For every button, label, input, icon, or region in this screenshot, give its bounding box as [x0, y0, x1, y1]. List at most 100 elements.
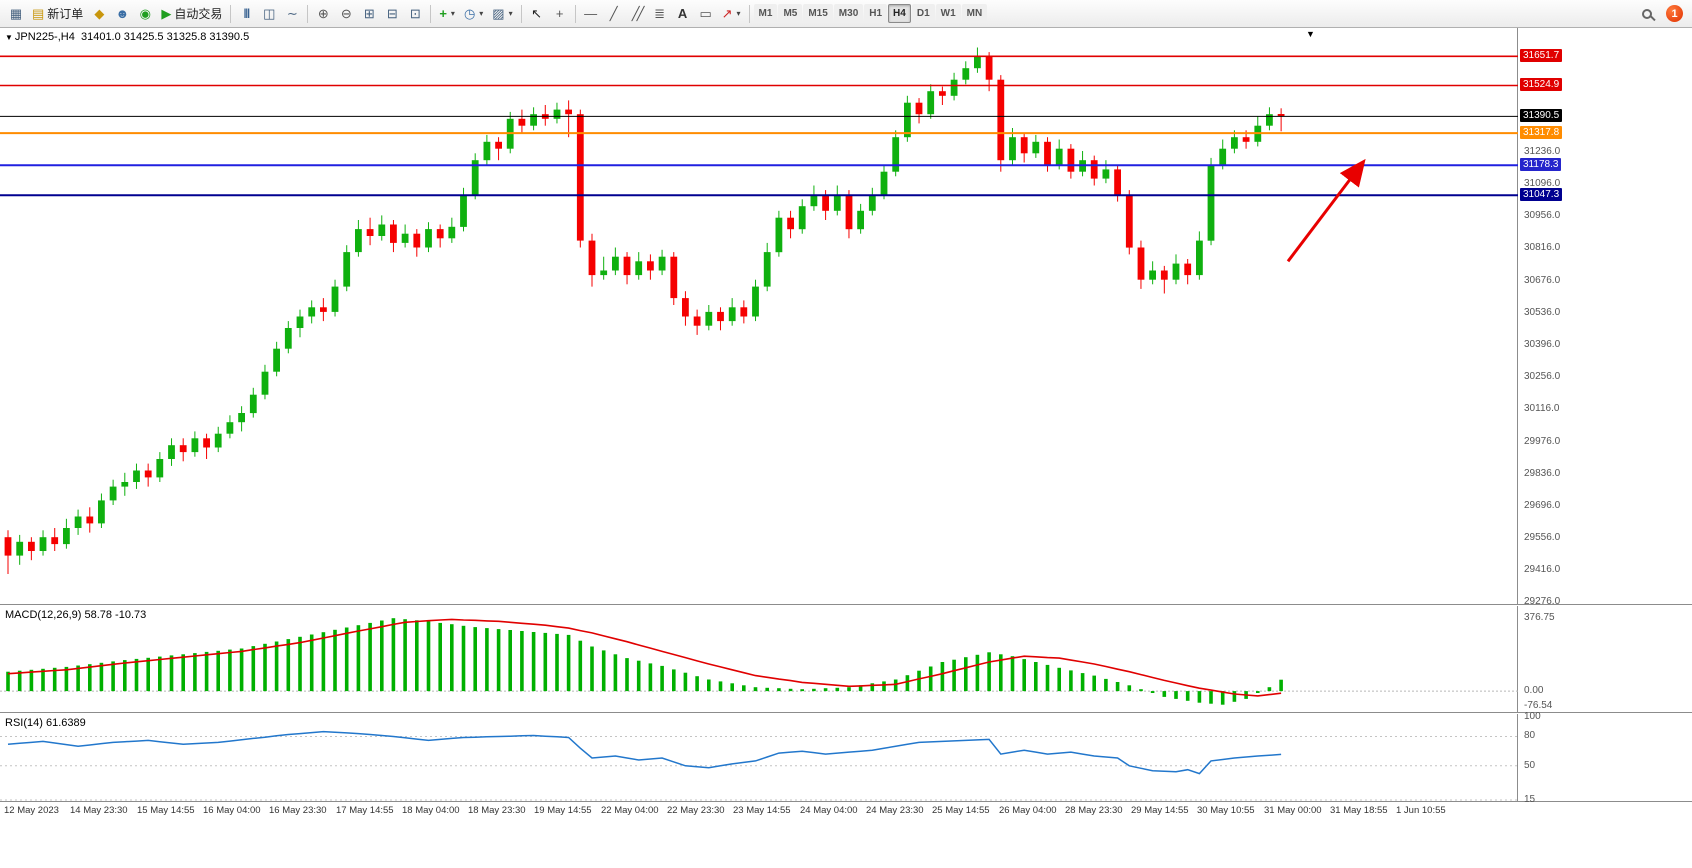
timeframe-h4-button[interactable]: H4 — [888, 4, 911, 23]
timeframe-m1-button[interactable]: M1 — [753, 4, 778, 23]
timeframe-m15-button[interactable]: M15 — [803, 4, 833, 23]
time-axis-label: 22 May 04:00 — [601, 805, 659, 816]
toolbar-separator — [430, 4, 432, 23]
chevron-down-icon: ▾ — [479, 9, 484, 18]
arrange-button[interactable]: ⊟ — [381, 3, 403, 25]
macd-tick-label: 0.00 — [1524, 685, 1544, 696]
bar-chart-button[interactable]: ||| — [235, 3, 257, 25]
timeframe-m5-button[interactable]: M5 — [778, 4, 803, 23]
search-button[interactable] — [1636, 3, 1658, 25]
periods-button[interactable]: ◷ ▾ — [460, 3, 487, 25]
new-chart-icon: ▦ — [9, 6, 23, 21]
chart-menu-icon[interactable]: ▼ — [5, 33, 13, 42]
quotes-button[interactable]: ◆ — [88, 3, 110, 25]
chart-shift-marker[interactable]: ▼ — [1306, 29, 1315, 39]
price-tick-label: 29976.0 — [1524, 436, 1561, 447]
templates-icon: ▨ — [492, 6, 505, 21]
market-watch-icon: ◉ — [139, 6, 151, 21]
rsi-panel: RSI(14) 61.6389 100 80 50 15 — [0, 711, 1692, 805]
candlestick-chart-button[interactable]: ◫ — [258, 3, 280, 25]
cursor-button[interactable]: ↖ — [526, 3, 548, 25]
timeframe-w1-button[interactable]: W1 — [935, 4, 961, 23]
zoom-in-icon: ⊕ — [317, 6, 329, 21]
templates-button[interactable]: ▨ ▾ — [488, 3, 516, 25]
text-label-button[interactable]: ▭ — [695, 3, 717, 25]
time-axis-label: 28 May 23:30 — [1065, 805, 1123, 816]
tile-windows-button[interactable]: ⊞ — [358, 3, 380, 25]
macd-plot[interactable]: MACD(12,26,9) 58.78 -10.73 — [0, 606, 1518, 712]
channel-button[interactable]: ╱╱ — [626, 3, 648, 25]
price-tick-label: 30816.0 — [1524, 242, 1561, 253]
text-button[interactable]: A — [672, 3, 694, 25]
new-order-button[interactable]: ▤ 新订单 — [28, 3, 87, 25]
price-tick-label: 29836.0 — [1524, 468, 1561, 479]
notification-badge[interactable]: 1 — [1666, 5, 1683, 22]
line-chart-button[interactable]: ∼ — [281, 3, 303, 25]
market-watch-button[interactable]: ◉ — [134, 3, 156, 25]
candlestick-chart[interactable] — [0, 28, 1518, 605]
toolbar-separator — [520, 4, 522, 23]
zoom-out-button[interactable]: ⊖ — [335, 3, 357, 25]
arrows-tool-button[interactable]: ↗ ▾ — [718, 3, 745, 25]
rsi-plot[interactable]: RSI(14) 61.6389 — [0, 714, 1518, 801]
zoom-out-icon: ⊖ — [340, 6, 352, 21]
price-level-badge: 31524.9 — [1520, 78, 1563, 91]
symbol-ohlc-label: ▼ JPN225-,H4 31401.0 31425.5 31325.8 3139… — [5, 31, 249, 43]
horizontal-line-button[interactable]: — — [580, 3, 602, 25]
cursor-icon: ↖ — [531, 6, 543, 21]
price-tick-label: 31236.0 — [1524, 146, 1561, 157]
new-order-icon: ▤ — [32, 6, 45, 21]
grid-icon: ⊡ — [409, 6, 421, 21]
toolbar-separator — [230, 4, 232, 23]
time-axis-label: 18 May 23:30 — [468, 805, 526, 816]
crosshair-icon: + — [555, 6, 564, 21]
time-axis-label: 14 May 23:30 — [70, 805, 128, 816]
time-axis-label: 26 May 04:00 — [999, 805, 1057, 816]
tile-windows-icon: ⊞ — [363, 6, 375, 21]
ohlc-label: 31401.0 31425.5 31325.8 31390.5 — [80, 31, 250, 43]
price-tick-label: 30396.0 — [1524, 339, 1561, 350]
timeframe-mn-button[interactable]: MN — [961, 4, 988, 23]
indicators-button[interactable]: + ▾ — [435, 3, 459, 25]
price-level-badge: 31047.3 — [1520, 188, 1563, 201]
search-icon — [1642, 8, 1652, 19]
time-axis-label: 22 May 23:30 — [667, 805, 725, 816]
zoom-in-button[interactable]: ⊕ — [312, 3, 334, 25]
navigator-button[interactable]: ☻ — [111, 3, 133, 25]
chevron-down-icon: ▾ — [450, 9, 455, 18]
time-axis-label: 16 May 23:30 — [269, 805, 327, 816]
price-level-badge: 31390.5 — [1520, 109, 1563, 122]
new-chart-button[interactable]: ▦ — [5, 3, 27, 25]
grid-button[interactable]: ⊡ — [404, 3, 426, 25]
rsi-tick-label: 50 — [1524, 760, 1536, 771]
line-chart-icon: ∼ — [286, 6, 298, 21]
time-axis-label: 19 May 14:55 — [534, 805, 592, 816]
rsi-chart — [0, 730, 1518, 801]
autotrading-play-icon: ▶ — [161, 6, 172, 21]
price-tick-label: 29556.0 — [1524, 532, 1561, 543]
price-chart-plot[interactable]: ▼ JPN225-,H4 31401.0 31425.5 31325.8 3139… — [0, 28, 1518, 604]
autotrading-button[interactable]: ▶ 自动交易 — [157, 3, 226, 25]
crosshair-button[interactable]: + — [549, 3, 571, 25]
price-tick-label: 30536.0 — [1524, 307, 1561, 318]
time-axis-label: 24 May 23:30 — [866, 805, 924, 816]
time-axis-label: 15 May 14:55 — [137, 805, 195, 816]
macd-tick-label: -76.54 — [1524, 700, 1553, 711]
timeframe-d1-button[interactable]: D1 — [911, 4, 935, 23]
timeframe-m30-button[interactable]: M30 — [833, 4, 864, 23]
time-axis-label: 16 May 04:00 — [203, 805, 261, 816]
rsi-axis: 100 80 50 15 — [1519, 711, 1692, 805]
trendline-icon: ╱ — [609, 6, 618, 21]
autotrading-label: 自动交易 — [174, 7, 223, 21]
price-level-badge: 31317.8 — [1520, 126, 1563, 139]
bar-chart-icon: ||| — [243, 7, 250, 19]
toolbar-separator — [574, 4, 576, 23]
time-axis[interactable]: 12 May 2023 14 May 23:30 15 May 14:55 16 Ma… — [0, 803, 1692, 819]
trendline-button[interactable]: ╱ — [603, 3, 625, 25]
timeframe-h1-button[interactable]: H1 — [864, 4, 888, 23]
time-axis-label: 30 May 10:55 — [1197, 805, 1255, 816]
fibonacci-button[interactable]: ≣ — [649, 3, 671, 25]
price-tick-label: 31096.0 — [1524, 178, 1561, 189]
candlestick-icon: ◫ — [263, 6, 276, 21]
channel-icon: ╱╱ — [631, 6, 645, 21]
